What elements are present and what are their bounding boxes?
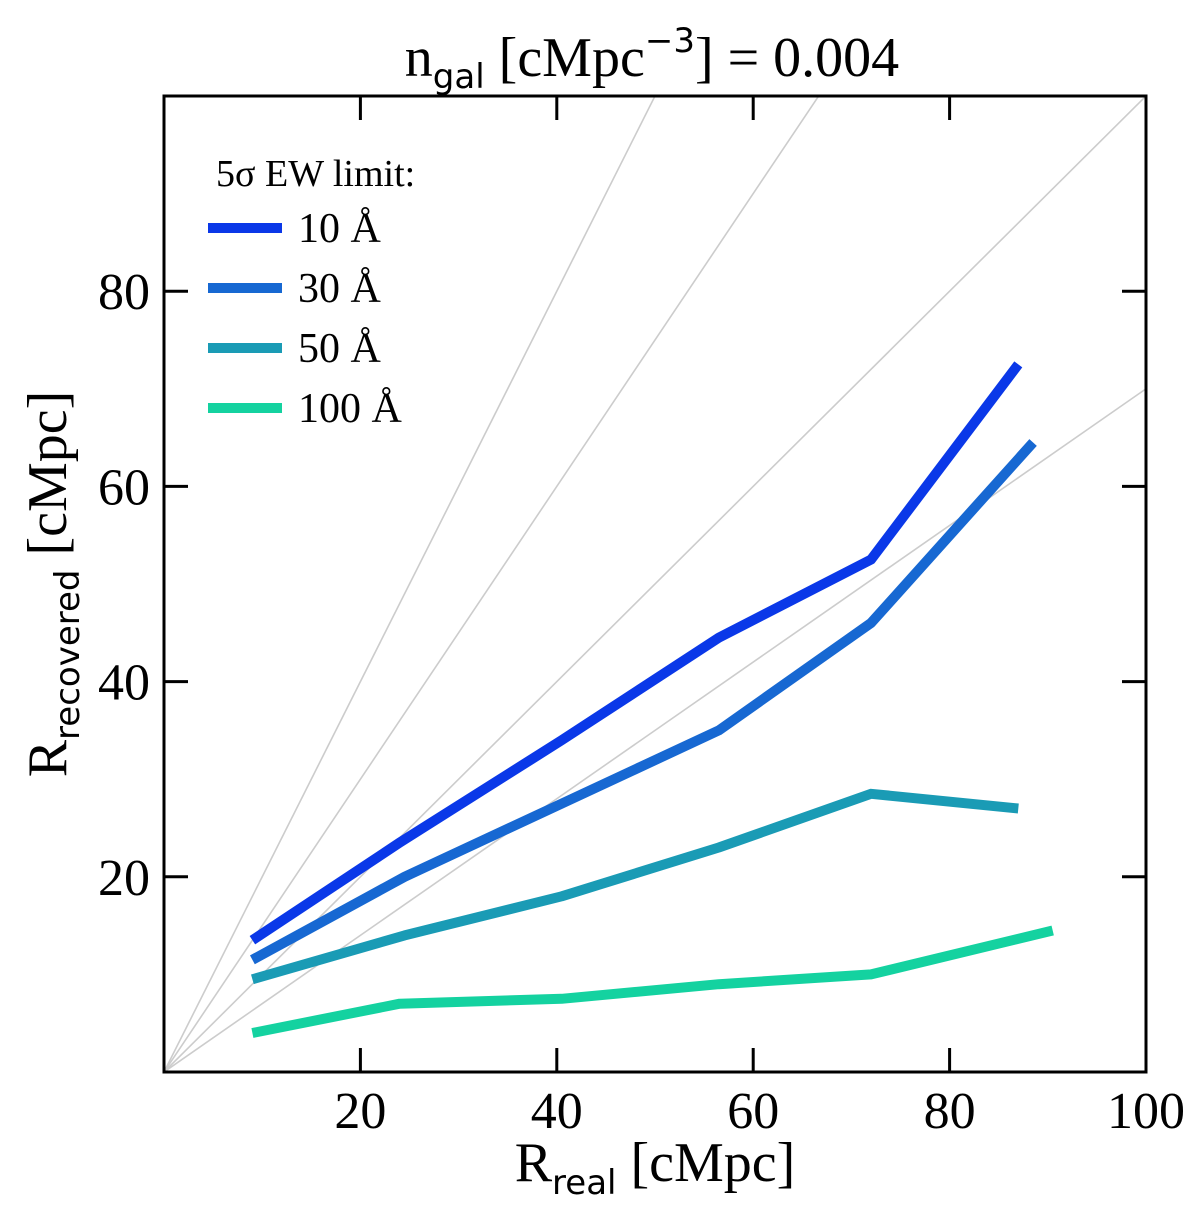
legend-label: 50 Å [298, 326, 382, 372]
legend: 5σ EW limit: 10 Å 30 Å 50 Å 100 Å [208, 153, 415, 432]
series-lines [249, 361, 1054, 1038]
plot-frame [162, 94, 1148, 1074]
legend-title: 5σ EW limit: [216, 153, 415, 195]
series-line-3 [251, 788, 1019, 985]
series-line-4 [251, 925, 1054, 1038]
legend-label: 10 Å [298, 206, 382, 252]
x-tick-label: 20 [334, 1083, 386, 1140]
reference-line [164, 96, 1146, 1072]
legend-label: 100 Å [298, 386, 403, 432]
y-axis-label: Rrecovered [cMpc] [17, 391, 88, 778]
reference-line [164, 387, 1146, 1072]
x-axis-label: Rreal [cMpc] [515, 1132, 796, 1203]
x-ticks: 20 40 60 80 100 [334, 96, 1185, 1140]
y-tick-label: 60 [98, 459, 150, 516]
y-tick-label: 20 [98, 850, 150, 907]
x-tick-label: 100 [1107, 1083, 1185, 1140]
reference-line [164, 96, 656, 1072]
reference-lines [164, 96, 1146, 1072]
series-line-1 [249, 361, 1023, 945]
y-tick-label: 80 [98, 264, 150, 321]
series-line-2 [250, 439, 1037, 965]
x-tick-label: 80 [924, 1083, 976, 1140]
x-tick-label: 40 [531, 1083, 583, 1140]
legend-label: 30 Å [298, 266, 382, 312]
reference-line [164, 96, 820, 1072]
x-tick-label: 60 [727, 1083, 779, 1140]
y-tick-label: 40 [98, 655, 150, 712]
chart-title: ngal [cMpc−3] = 0.004 [405, 21, 899, 97]
y-ticks: 20 40 60 80 [98, 264, 1146, 907]
